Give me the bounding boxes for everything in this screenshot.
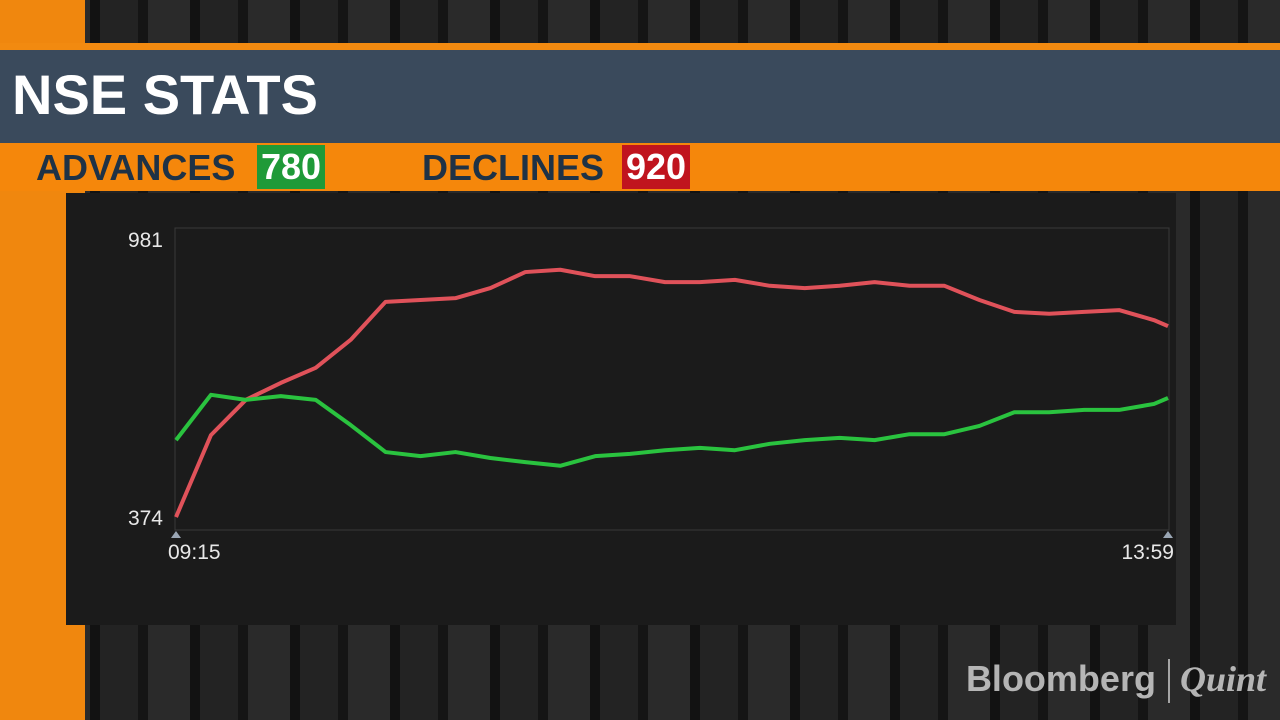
x-tick-marker <box>1163 531 1173 538</box>
chart-panel <box>66 193 1176 625</box>
advances-value: 780 <box>257 145 326 189</box>
x-tick-label: 09:15 <box>168 541 221 564</box>
y-tick-label: 981 <box>128 229 163 252</box>
y-tick-label: 374 <box>128 507 163 530</box>
logo-right: Quint <box>1179 659 1266 699</box>
line <box>174 392 1169 468</box>
declines-value: 920 <box>622 145 691 189</box>
logo-left: Bloomberg <box>965 658 1156 699</box>
x-tick-marker <box>171 531 181 538</box>
stats-band: ADVANCES 780 DECLINES 920 <box>0 143 1280 191</box>
plot-frame <box>174 227 1170 531</box>
logo: Bloomberg Quint <box>965 658 1266 704</box>
advances-label: ADVANCES <box>36 147 236 188</box>
banner: NSE STATS <box>0 50 1280 143</box>
line <box>174 267 1169 518</box>
logo-divider <box>1167 659 1170 704</box>
declines-label: DECLINES <box>422 147 605 188</box>
x-tick-label: 13:59 <box>1121 541 1174 564</box>
title: NSE STATS <box>12 63 318 126</box>
top-line <box>0 43 1280 50</box>
